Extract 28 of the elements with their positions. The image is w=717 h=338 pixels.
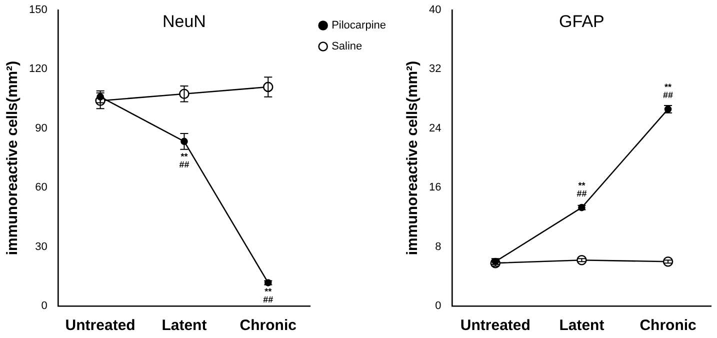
y-tick-label: 24 <box>428 122 442 134</box>
y-tick-label: 32 <box>428 63 442 76</box>
chart-title: GFAP <box>559 12 604 32</box>
y-axis-title: immunoreactive cells(mm²) <box>404 60 422 256</box>
y-tick-label: 16 <box>428 182 442 194</box>
y-axis-title: immunoreactive cells(mm²) <box>4 60 22 256</box>
legend-label: Saline <box>332 40 362 53</box>
annotation: ** ## <box>576 180 587 199</box>
annotation: ** ## <box>263 286 274 305</box>
y-tick-label: 8 <box>435 240 442 253</box>
y-tick-label: 60 <box>35 182 48 194</box>
x-tick-label: Untreated <box>65 317 136 334</box>
y-tick-label: 30 <box>35 240 48 253</box>
legend-label: Pilocarpine <box>332 20 386 32</box>
x-tick-label: Latent <box>162 317 207 334</box>
x-tick-label: Untreated <box>460 317 530 334</box>
annotation: ** ## <box>179 151 190 170</box>
y-tick-label: 40 <box>428 4 442 16</box>
y-tick-label: 90 <box>35 122 48 134</box>
x-tick-label: Latent <box>559 317 604 334</box>
y-tick-label: 0 <box>435 300 442 312</box>
chart-title: NeuN <box>162 12 206 32</box>
y-tick-label: 120 <box>28 63 48 76</box>
y-tick-label: 150 <box>28 4 48 16</box>
x-tick-label: Chronic <box>240 317 296 334</box>
y-tick-label: 0 <box>41 300 48 312</box>
annotation: ** ## <box>663 82 674 100</box>
x-tick-label: Chronic <box>640 317 696 334</box>
